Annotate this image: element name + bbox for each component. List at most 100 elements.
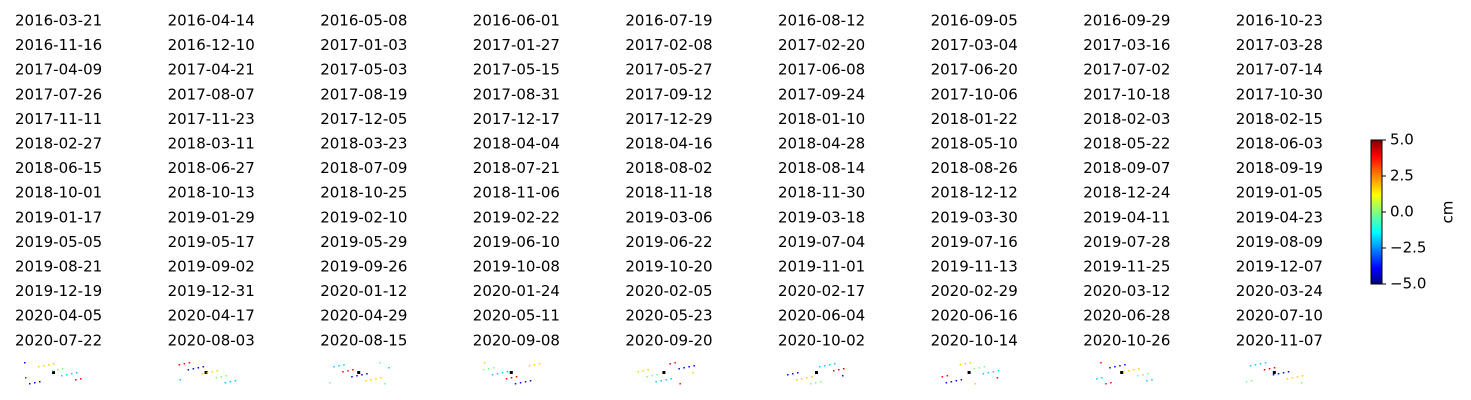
panel-title: 2020-09-08 — [473, 331, 560, 349]
map-pixel — [192, 368, 195, 370]
panel-title: 2020-10-14 — [931, 331, 1018, 349]
map-pixel — [941, 376, 944, 378]
map-pixel — [842, 375, 844, 377]
map-pixel — [183, 363, 186, 365]
panel-title: 2017-05-15 — [473, 61, 560, 79]
map-pixel — [959, 364, 962, 366]
map-pixel — [43, 365, 45, 367]
map-pixel — [356, 375, 358, 377]
panel-title: 2018-03-11 — [168, 135, 255, 153]
map-pixel — [655, 381, 657, 383]
map-pixel — [1245, 381, 1248, 383]
map-pixel — [366, 373, 368, 375]
panel-title: 2017-01-27 — [473, 36, 560, 54]
map-pixel — [204, 371, 208, 374]
map-pixel — [351, 376, 353, 378]
panel-title: 2018-03-23 — [320, 135, 407, 153]
map-pixel — [1147, 373, 1149, 375]
panel-title: 2017-08-07 — [168, 85, 255, 103]
map-pixel — [662, 371, 666, 374]
map-pixel — [225, 375, 228, 377]
colorbar-tick-label: 0.0 — [1390, 203, 1414, 221]
map-pixel — [62, 368, 64, 370]
map-pixel — [365, 380, 367, 382]
panel-title: 2019-12-07 — [1236, 258, 1323, 276]
map-pixel — [642, 370, 644, 372]
map-pixel — [669, 363, 671, 365]
panel-title: 2019-07-04 — [778, 233, 865, 251]
panel-title: 2018-08-14 — [778, 159, 865, 177]
map-pixel — [1096, 378, 1098, 380]
map-pixel — [483, 362, 486, 364]
panel-title: 2017-07-14 — [1236, 61, 1323, 79]
panel-title: 2018-01-22 — [931, 110, 1018, 128]
map-pixel — [674, 362, 676, 364]
map-pixel — [815, 382, 817, 384]
panel-title: 2017-06-20 — [931, 61, 1018, 79]
panel-title: 2020-07-10 — [1236, 307, 1323, 325]
panel-title: 2020-10-26 — [1083, 331, 1170, 349]
panel-title: 2019-12-31 — [168, 282, 255, 300]
panel-title: 2020-04-29 — [320, 307, 407, 325]
map-pixel — [538, 363, 541, 365]
map-pixel — [188, 362, 191, 364]
panel-title: 2017-03-28 — [1236, 36, 1323, 54]
map-pixel — [1264, 362, 1267, 364]
map-pixel — [969, 362, 972, 364]
panel-title: 2018-07-09 — [320, 159, 407, 177]
panel-title: 2017-09-12 — [625, 85, 712, 103]
map-pixel — [179, 379, 182, 381]
map-pixel — [982, 373, 985, 375]
map-pixel — [651, 375, 653, 377]
panel-title: 2018-04-28 — [778, 135, 865, 153]
map-pixel — [39, 381, 41, 383]
map-pixel — [815, 371, 818, 374]
map-pixel — [496, 373, 499, 375]
panel-title: 2019-05-29 — [320, 233, 407, 251]
panel-title: 2017-10-18 — [1083, 85, 1170, 103]
panel-title: 2020-03-12 — [1083, 282, 1170, 300]
map-pixel — [61, 375, 63, 377]
panel-title: 2017-01-03 — [320, 36, 407, 54]
panel-title: 2018-11-06 — [473, 184, 560, 202]
map-pixel — [1100, 362, 1102, 364]
map-pixel — [810, 383, 812, 385]
panel-title: 2018-10-25 — [320, 184, 407, 202]
map-pixel — [1119, 365, 1121, 367]
panel-title: 2016-05-08 — [320, 12, 407, 30]
panel-title: 2018-08-26 — [931, 159, 1018, 177]
panel-title: 2019-03-30 — [931, 208, 1018, 226]
map-pixel — [1272, 371, 1276, 374]
panel-title: 2019-10-08 — [473, 258, 560, 276]
map-pixel — [1250, 380, 1253, 382]
panel-title: 2017-04-21 — [168, 61, 255, 79]
map-pixel — [1105, 383, 1107, 385]
panel-title: 2018-05-10 — [931, 135, 1018, 153]
panel-title: 2017-07-26 — [15, 85, 102, 103]
map-pixel — [838, 369, 840, 371]
map-pixel — [978, 367, 981, 369]
map-pixel — [806, 377, 808, 379]
panel-title: 2020-08-03 — [168, 331, 255, 349]
map-pixel — [505, 378, 508, 380]
panel-title: 2019-07-16 — [931, 233, 1018, 251]
panel-title: 2016-06-01 — [473, 12, 560, 30]
panel-title: 2017-06-08 — [778, 61, 865, 79]
panel-title: 2020-01-12 — [320, 282, 407, 300]
panel-title: 2017-02-20 — [778, 36, 865, 54]
panel-title: 2018-06-27 — [168, 159, 255, 177]
panel-title: 2018-09-07 — [1083, 159, 1170, 177]
map-pixel — [380, 377, 382, 379]
panel-title: 2019-07-28 — [1083, 233, 1170, 251]
map-pixel — [533, 364, 536, 366]
panel-title: 2019-11-25 — [1083, 258, 1170, 276]
map-pixel — [950, 381, 953, 383]
map-pixel — [25, 377, 27, 379]
panel-title: 2018-05-22 — [1083, 135, 1170, 153]
panel-title: 2017-03-16 — [1083, 36, 1170, 54]
panel-title: 2019-04-23 — [1236, 208, 1323, 226]
panel-title: 2019-02-10 — [320, 208, 407, 226]
map-pixel — [683, 367, 685, 369]
panel-title: 2018-12-12 — [931, 184, 1018, 202]
